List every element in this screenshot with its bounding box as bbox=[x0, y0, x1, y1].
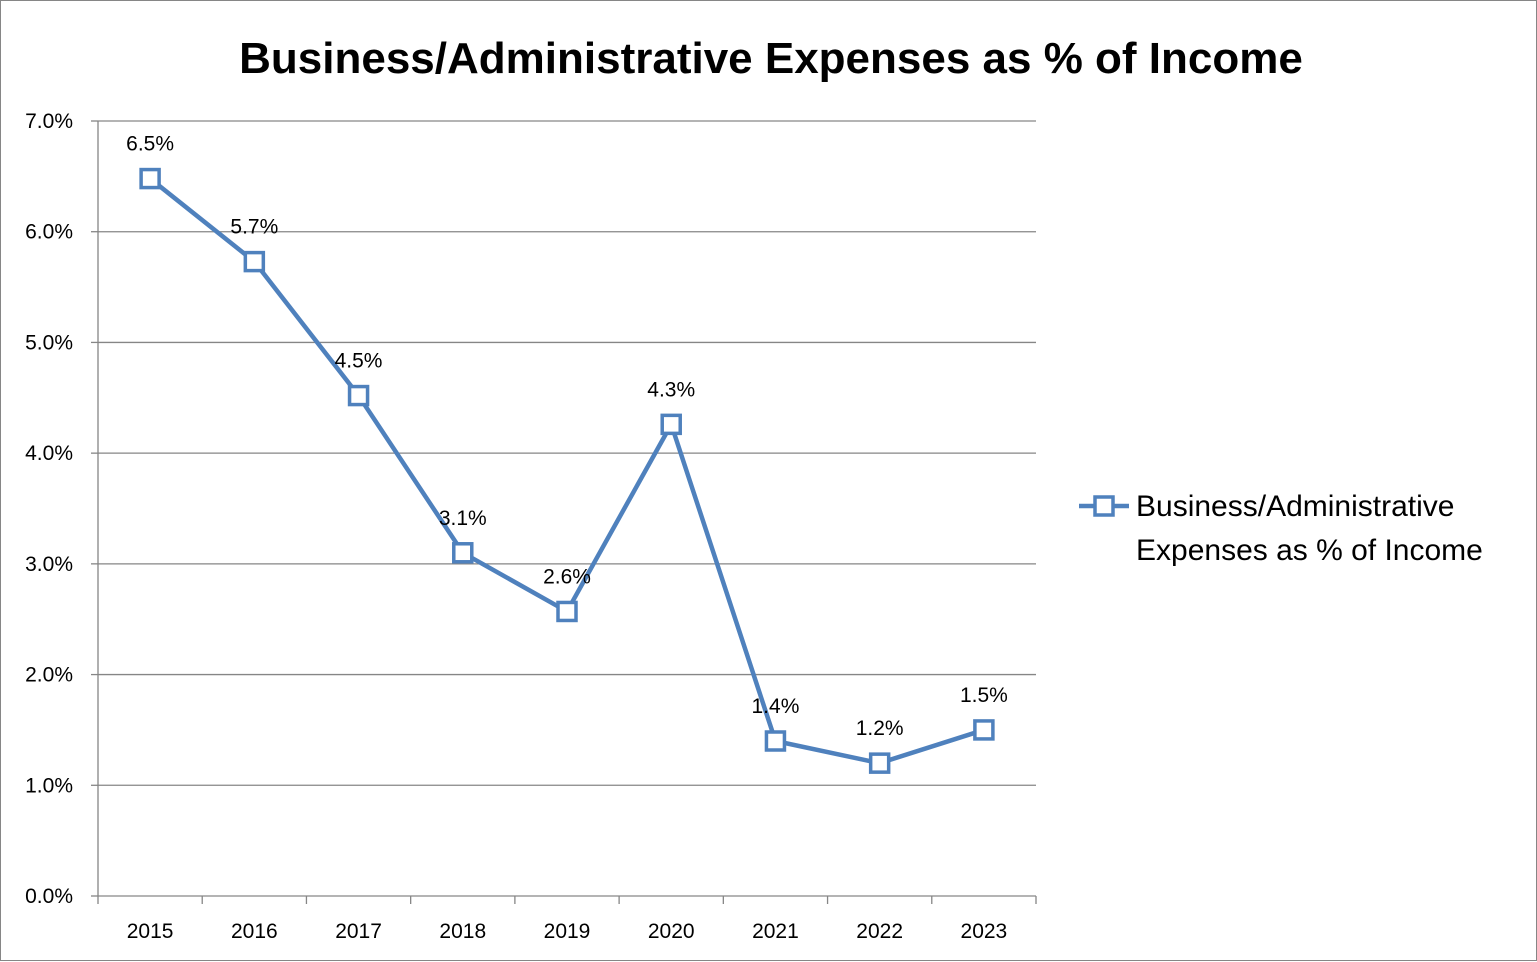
gridlines bbox=[98, 120, 1036, 786]
data-point-marker bbox=[556, 600, 578, 623]
data-label: 3.1% bbox=[439, 507, 487, 530]
x-tick-label: 2019 bbox=[544, 920, 591, 943]
data-label: 1.5% bbox=[960, 684, 1008, 707]
y-tick-label: 3.0% bbox=[25, 553, 73, 576]
data-label: 6.5% bbox=[126, 133, 174, 156]
y-tick-label: 7.0% bbox=[25, 110, 73, 133]
data-point-marker bbox=[452, 542, 474, 564]
x-tick-label: 2017 bbox=[335, 920, 382, 943]
x-tick-label: 2018 bbox=[439, 920, 486, 943]
series-line bbox=[139, 167, 995, 774]
data-point-marker bbox=[764, 730, 787, 752]
data-point-marker bbox=[973, 719, 995, 741]
series-line-path bbox=[148, 176, 985, 766]
data-label: 4.3% bbox=[647, 378, 695, 401]
x-tick-label: 2022 bbox=[856, 920, 903, 943]
x-tick-label: 2021 bbox=[752, 920, 799, 943]
axes bbox=[91, 120, 1037, 904]
y-axis-tick-labels: 0.0% 1.0% 2.0% 3.0% 4.0% 5.0% 6.0% 7.0% bbox=[25, 110, 73, 908]
y-tick-label: 5.0% bbox=[25, 331, 73, 354]
data-label: 4.5% bbox=[335, 350, 383, 373]
data-point-marker bbox=[243, 250, 266, 273]
x-tick-label: 2023 bbox=[961, 920, 1008, 943]
x-tick-label: 2015 bbox=[127, 920, 174, 943]
legend-entry-line-2: Expenses as % of Income bbox=[1136, 534, 1483, 567]
y-tick-label: 0.0% bbox=[25, 885, 73, 908]
legend: Business/Administrative Expenses as % of… bbox=[1079, 490, 1483, 567]
data-label: 2.6% bbox=[543, 565, 591, 588]
y-tick-label: 2.0% bbox=[25, 664, 73, 687]
y-tick-label: 1.0% bbox=[25, 774, 73, 797]
data-label: 1.4% bbox=[752, 695, 800, 718]
data-label: 5.7% bbox=[230, 216, 278, 239]
x-axis-tick-labels: 2015 2016 2017 2018 2019 2020 2021 2022 2023 bbox=[127, 920, 1007, 943]
x-tick-label: 2016 bbox=[231, 920, 278, 943]
data-point-marker bbox=[660, 413, 682, 436]
data-point-marker bbox=[139, 167, 161, 190]
data-point-marker bbox=[868, 752, 891, 774]
legend-entry-label: Business/Administrative Expenses as % of… bbox=[1136, 490, 1483, 567]
legend-marker-swatch bbox=[1093, 495, 1115, 517]
data-labels: 6.5% 5.7% 4.5% 3.1% 2.6% 4.3% 1.4% 1.2% 1.5% bbox=[126, 133, 1008, 741]
y-tick-label: 4.0% bbox=[25, 442, 73, 465]
y-tick-label: 6.0% bbox=[25, 221, 73, 244]
data-point-marker bbox=[347, 384, 370, 407]
data-label: 1.2% bbox=[856, 717, 904, 740]
legend-entry-line-1: Business/Administrative bbox=[1136, 490, 1454, 523]
x-tick-label: 2020 bbox=[648, 920, 695, 943]
chart-title: Business/Administrative Expenses as % of… bbox=[239, 34, 1303, 83]
